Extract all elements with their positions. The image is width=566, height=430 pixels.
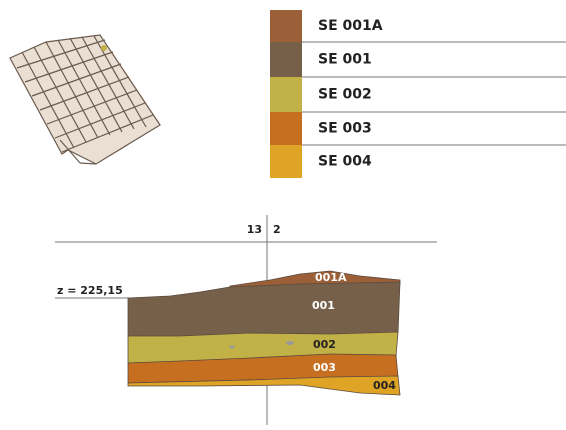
legend-swatch	[270, 112, 302, 145]
plan-outline	[9, 34, 161, 165]
layer-label: 004	[373, 379, 396, 392]
legend-swatch	[270, 10, 302, 42]
layers: 001A 001 002 003 004	[127, 270, 401, 396]
elevation-label: z = 225,15	[57, 284, 123, 297]
layer-label: 001	[312, 299, 335, 312]
layer-label: 002	[313, 338, 336, 351]
legend-label: SE 004	[318, 154, 372, 170]
legend-swatch	[270, 42, 302, 77]
profile: 13 2 z = 225,15 001A 001 002 003 004	[55, 215, 437, 425]
legend-label: SE 002	[318, 87, 372, 103]
legend-swatch	[270, 145, 302, 178]
axis-label: 2	[273, 223, 281, 236]
legend-label: SE 001	[318, 52, 372, 68]
legend-label: SE 003	[318, 121, 372, 137]
layer-label: 001A	[315, 271, 347, 284]
layer-label: 003	[313, 361, 336, 374]
plan-marker	[101, 45, 107, 51]
plan-grid	[16, 35, 154, 165]
layer	[127, 281, 401, 338]
stone	[229, 345, 235, 349]
legend: SE 001A SE 001 SE 002 SE 003 SE 004	[270, 10, 566, 178]
legend-swatch	[270, 77, 302, 112]
layer	[127, 375, 401, 396]
legend-label: SE 001A	[318, 18, 383, 34]
site-plan	[9, 34, 161, 165]
axis-label: 13	[247, 223, 262, 236]
stone	[286, 341, 294, 345]
